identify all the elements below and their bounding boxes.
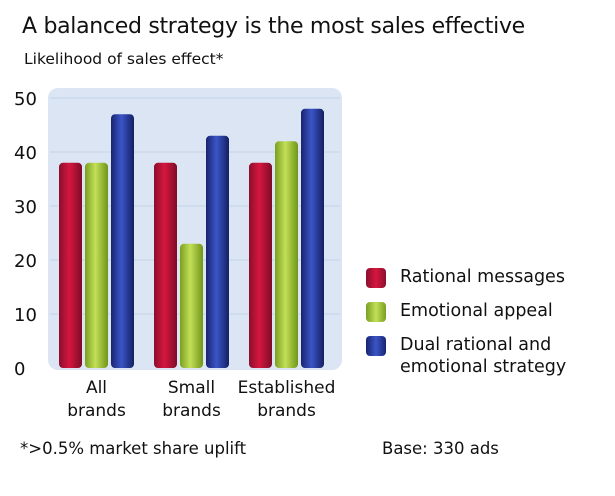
- base-note: Base: 330 ads: [382, 439, 499, 458]
- legend-swatch-rational: [366, 268, 386, 288]
- legend-label-rational: Rational messages: [400, 267, 565, 287]
- y-tick-label: 0: [14, 359, 25, 380]
- legend-swatch-emotional: [366, 302, 386, 322]
- footnote: *>0.5% market share uplift: [20, 439, 247, 458]
- y-tick-label: 30: [14, 197, 37, 218]
- bar-dual-0: [111, 114, 134, 368]
- bar-emotional-1: [180, 243, 203, 368]
- y-tick-label: 40: [14, 143, 37, 164]
- legend: Rational messages Emotional appeal Dual …: [366, 266, 611, 390]
- x-category-label: All brands: [67, 378, 126, 421]
- chart-subtitle: Likelihood of sales effect*: [24, 50, 224, 68]
- bar-emotional-2: [275, 141, 298, 368]
- bar-emotional-0: [85, 162, 108, 368]
- bar-rational-1: [154, 162, 177, 368]
- bar-dual-2: [301, 108, 324, 369]
- legend-label-emotional: Emotional appeal: [400, 301, 553, 321]
- chart-title: A balanced strategy is the most sales ef…: [22, 14, 525, 39]
- x-category-label: Established brands: [238, 378, 336, 421]
- x-category-label: Small brands: [162, 378, 221, 421]
- legend-swatch-dual: [366, 336, 386, 356]
- y-tick-label: 50: [14, 89, 37, 110]
- legend-item-emotional: Emotional appeal: [366, 300, 611, 322]
- y-tick-label: 20: [14, 251, 37, 272]
- bar-rational-0: [59, 162, 82, 368]
- y-tick-label: 10: [14, 305, 37, 326]
- bar-dual-1: [206, 135, 229, 368]
- legend-item-dual: Dual rational and emotional strategy: [366, 334, 611, 378]
- legend-label-dual: Dual rational and emotional strategy: [400, 335, 567, 377]
- bar-rational-2: [249, 162, 272, 368]
- legend-item-rational: Rational messages: [366, 266, 611, 288]
